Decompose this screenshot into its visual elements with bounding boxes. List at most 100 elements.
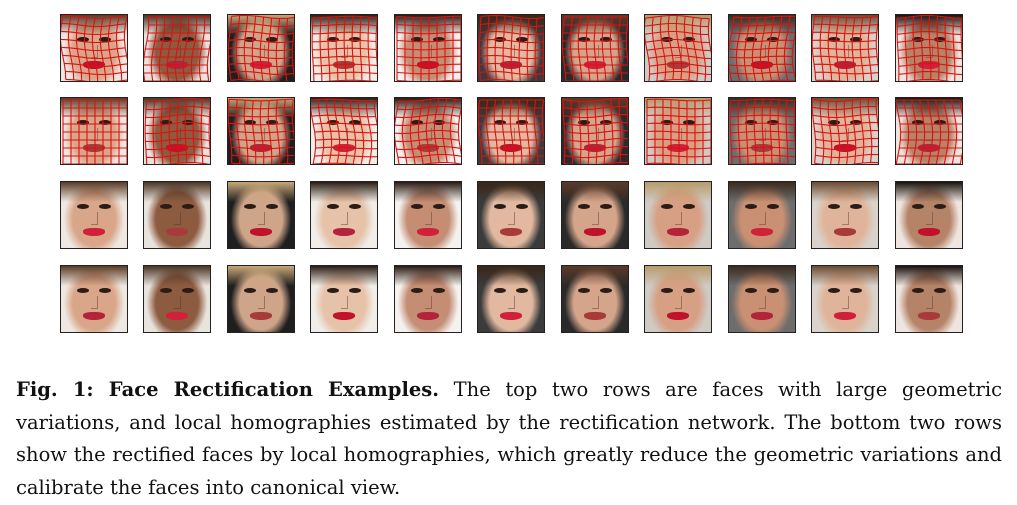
- input-face-thumbnail: [143, 14, 211, 82]
- mesh-line: [920, 15, 924, 80]
- mesh-line: [541, 99, 544, 143]
- nose: [341, 296, 349, 310]
- mesh-line: [960, 18, 962, 62]
- mesh-line: [107, 17, 115, 81]
- mesh-line: [903, 99, 910, 164]
- mesh-line: [65, 78, 127, 81]
- lips: [833, 312, 857, 321]
- eye: [266, 204, 279, 210]
- mesh-line: [777, 99, 781, 164]
- mesh-line: [594, 100, 598, 164]
- mesh-line: [283, 99, 289, 164]
- rectified-face-thumbnail: [310, 181, 378, 249]
- mesh-line: [759, 17, 767, 81]
- eye: [934, 288, 947, 294]
- mesh-line: [174, 16, 182, 81]
- mesh-line: [75, 16, 83, 81]
- nose: [174, 45, 182, 59]
- nose: [759, 45, 767, 59]
- hair: [896, 266, 962, 286]
- mesh-line: [793, 100, 795, 151]
- mesh-line: [814, 161, 878, 164]
- mesh-line: [602, 99, 606, 164]
- mesh-line: [449, 99, 456, 164]
- hair: [228, 182, 294, 202]
- homography-mesh: [646, 98, 711, 164]
- mesh-line: [729, 100, 733, 164]
- mesh-line: [534, 18, 538, 81]
- hair: [311, 266, 377, 286]
- mesh-line: [61, 15, 67, 80]
- mesh-line: [420, 161, 461, 164]
- mesh-line: [578, 101, 582, 164]
- mesh-line: [730, 98, 795, 102]
- eye: [410, 120, 423, 126]
- lips: [666, 312, 690, 321]
- mesh-line: [952, 18, 956, 81]
- mesh-line: [478, 16, 482, 81]
- mesh-line: [231, 15, 294, 20]
- mesh-line: [230, 78, 294, 81]
- nose: [508, 45, 516, 59]
- mesh-line: [570, 100, 574, 164]
- mesh-line: [311, 17, 315, 81]
- eye: [76, 37, 89, 43]
- mesh-line: [791, 32, 795, 81]
- mesh-line: [311, 98, 375, 102]
- mesh-line: [691, 17, 699, 81]
- eye: [99, 120, 112, 126]
- nose: [842, 296, 850, 310]
- hair: [61, 266, 127, 286]
- mesh-line: [167, 161, 210, 164]
- mesh-line: [267, 100, 273, 164]
- mesh-line: [99, 18, 107, 81]
- eye: [577, 288, 590, 294]
- lips: [332, 228, 356, 237]
- mesh-line: [343, 16, 347, 81]
- hair: [729, 182, 795, 202]
- hair: [61, 182, 127, 202]
- eye: [934, 204, 947, 210]
- mesh-line: [835, 101, 841, 164]
- rectified-face-thumbnail: [811, 181, 879, 249]
- rectified-face-thumbnail: [728, 265, 796, 333]
- lips: [750, 228, 774, 237]
- caption-body: The top two rows are faces with large ge…: [16, 378, 1002, 499]
- nose: [508, 296, 516, 310]
- mesh-line: [327, 17, 331, 81]
- eye: [600, 204, 613, 210]
- mesh-line: [943, 99, 950, 164]
- mesh-line: [577, 16, 583, 81]
- mesh-line: [601, 16, 607, 81]
- rectified-face-thumbnail: [60, 265, 128, 333]
- mesh-line: [517, 99, 523, 164]
- rectified-face-thumbnail: [477, 265, 545, 333]
- mesh-line: [767, 16, 775, 81]
- mesh-line: [228, 99, 233, 164]
- mesh-line: [649, 70, 711, 76]
- mesh-line: [904, 17, 908, 81]
- nose: [675, 296, 683, 310]
- mesh-line: [617, 16, 623, 81]
- mesh-line: [313, 162, 361, 164]
- eye: [349, 204, 362, 210]
- mesh-line: [144, 101, 148, 164]
- homography-mesh: [812, 15, 878, 81]
- mesh-line: [819, 16, 825, 81]
- mesh-line: [928, 15, 932, 80]
- nose: [174, 296, 182, 310]
- input-face-thumbnail: [394, 14, 462, 82]
- mesh-line: [396, 15, 461, 19]
- eye: [683, 204, 696, 210]
- rectified-face-thumbnail: [728, 181, 796, 249]
- mesh-line: [283, 18, 289, 81]
- mesh-line: [291, 99, 294, 140]
- eye: [243, 288, 256, 294]
- lips: [583, 228, 607, 237]
- eye: [410, 37, 423, 43]
- eye: [516, 37, 529, 43]
- mesh-line: [562, 99, 566, 164]
- mesh-line: [707, 18, 711, 54]
- mesh-line: [654, 78, 699, 81]
- nose: [174, 212, 182, 226]
